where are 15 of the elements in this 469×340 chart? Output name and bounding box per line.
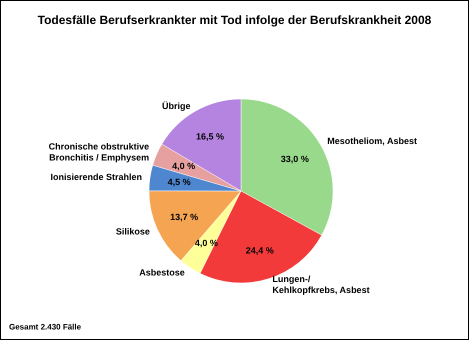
slice-label: Mesotheliom, Asbest (327, 136, 417, 146)
slice-label: Ionisierende Strahlen (50, 172, 142, 182)
data-label: 4,0 % (172, 161, 196, 172)
data-label: 24,4 % (246, 246, 274, 256)
slice-label: Chronische obstruktive Bronchitis / Emphysem (48, 141, 150, 162)
data-label: 33,0 % (280, 154, 309, 164)
slice-label: Übrige (162, 100, 190, 111)
chart-title: Todesfälle Berufserkrankter mit Tod infolge der Berufskrankheit 2008 (38, 13, 432, 27)
slice-label: Lungen-/ Kehlkopfkrebs, Asbest (272, 274, 370, 295)
data-label: 13,7 % (170, 212, 198, 222)
slice-label: Asbestose (139, 268, 185, 278)
data-label: 4,5 % (168, 177, 191, 188)
slice-label: Silikose (116, 226, 150, 237)
data-label: 16,5 % (196, 132, 224, 142)
text: Gesamt 2.430 Fälle (9, 322, 82, 332)
